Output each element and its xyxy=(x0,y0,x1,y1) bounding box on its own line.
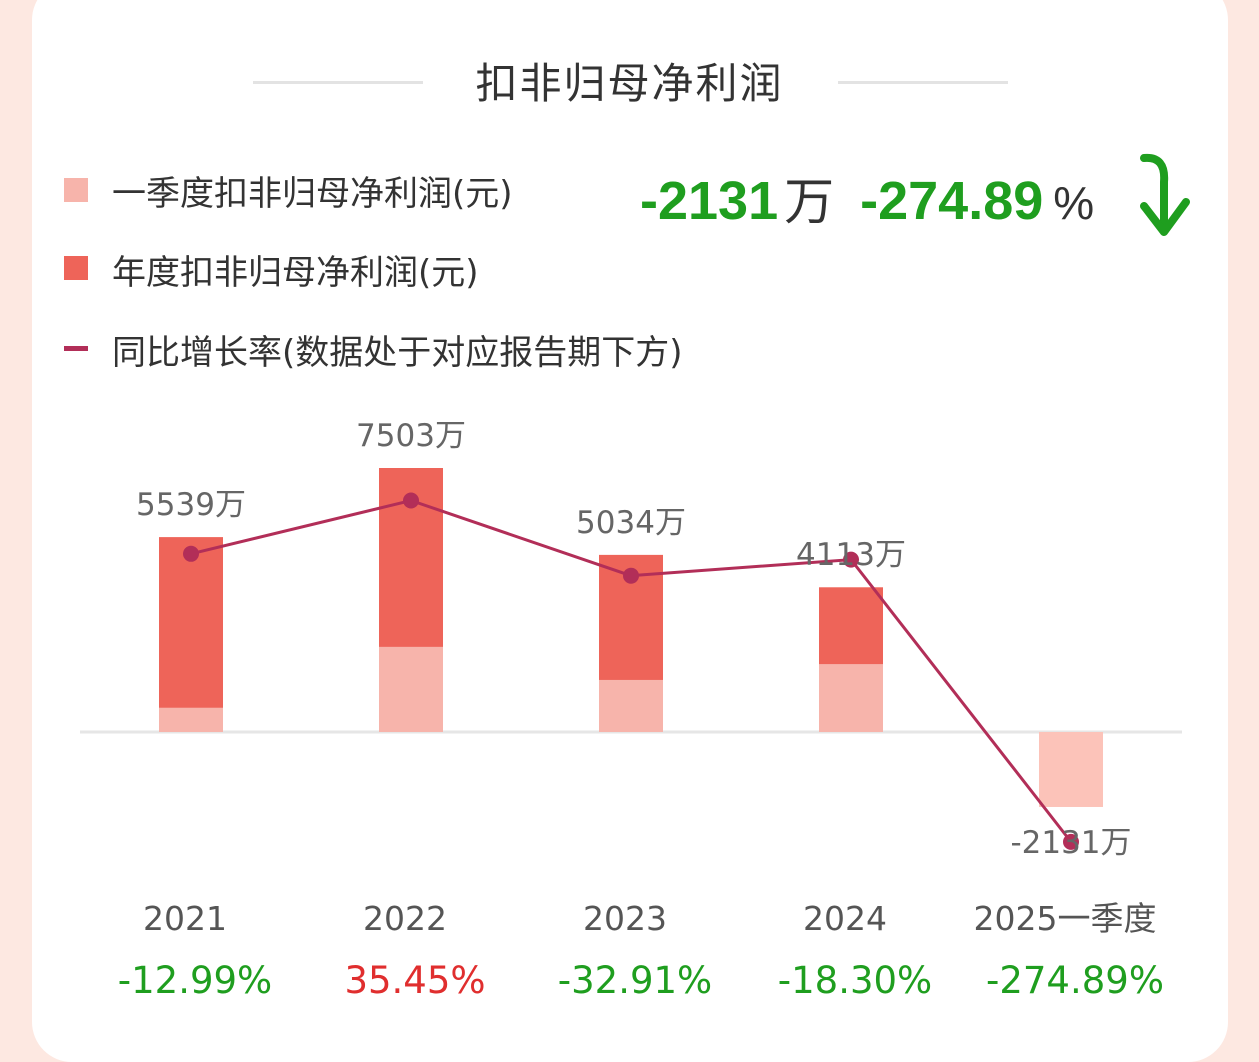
legend-swatch-annual xyxy=(64,256,88,280)
chart-card xyxy=(32,0,1228,1062)
growth-label: -12.99% xyxy=(118,959,272,1002)
growth-point xyxy=(183,545,199,562)
quarter-bar xyxy=(379,646,443,732)
chart-title: 扣非归母净利润 xyxy=(475,59,784,108)
summary-pct-sign: % xyxy=(1053,177,1095,229)
growth-point xyxy=(403,492,419,509)
annual-bar xyxy=(159,537,223,732)
legend-swatch-growth xyxy=(64,346,88,351)
title-divider-left xyxy=(253,81,423,84)
quarter-bar xyxy=(159,707,223,732)
growth-point xyxy=(623,567,639,584)
summary-pct: -274.89 xyxy=(860,171,1044,231)
legend-label-growth: 同比增长率(数据处于对应报告期下方) xyxy=(112,333,683,373)
category-label: 2023 xyxy=(583,899,667,938)
category-label: 2021 xyxy=(143,899,227,938)
quarter-bar xyxy=(819,664,883,732)
value-label: 7503万 xyxy=(356,418,466,454)
summary-value: -2131 xyxy=(640,171,779,231)
down-arrow-icon xyxy=(1140,153,1190,236)
value-label: 4113万 xyxy=(796,537,906,573)
latest-summary: -2131 万 -274.89% xyxy=(640,162,1094,234)
value-label: 5539万 xyxy=(136,487,246,523)
category-label: 2025一季度 xyxy=(974,899,1157,938)
growth-label: -18.30% xyxy=(778,959,932,1002)
value-label: -2131万 xyxy=(1010,825,1131,861)
category-label: 2022 xyxy=(363,899,447,938)
legend-label-annual: 年度扣非归母净利润(元) xyxy=(112,253,479,293)
legend-label-quarter: 一季度扣非归母净利润(元) xyxy=(112,174,513,214)
quarter-bar xyxy=(1039,732,1103,807)
quarter-bar xyxy=(599,679,663,732)
summary-unit: 万 xyxy=(784,174,835,230)
growth-label: 35.45% xyxy=(344,959,485,1002)
value-label: 5034万 xyxy=(576,505,686,541)
category-label: 2024 xyxy=(803,899,887,938)
growth-point xyxy=(843,551,859,568)
legend-swatch-quarter xyxy=(64,178,88,202)
growth-label: -274.89% xyxy=(986,959,1164,1002)
title-divider-right xyxy=(838,81,1008,84)
growth-point xyxy=(1063,833,1079,850)
growth-label: -32.91% xyxy=(558,959,712,1002)
